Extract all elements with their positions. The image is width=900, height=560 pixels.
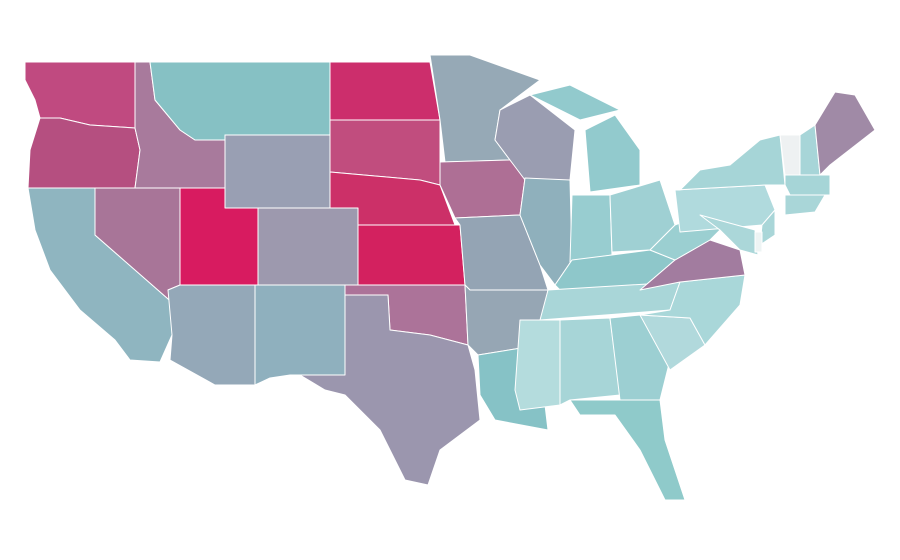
state: [784, 174, 831, 196]
state: [357, 224, 466, 286]
state: [439, 159, 526, 219]
state: [254, 284, 346, 386]
state: [559, 317, 621, 406]
state: [814, 91, 876, 176]
state: [609, 314, 671, 401]
state: [257, 207, 359, 286]
state: [699, 214, 759, 256]
state: [784, 194, 826, 216]
state: [329, 61, 441, 121]
state: [674, 134, 786, 191]
state: [27, 117, 141, 189]
state: [224, 134, 331, 209]
state: [569, 194, 613, 263]
state: [754, 231, 763, 253]
state: [514, 319, 561, 411]
state: [584, 114, 641, 193]
state: [299, 294, 481, 486]
state: [529, 84, 621, 121]
state: [167, 284, 256, 386]
state: [569, 399, 686, 501]
